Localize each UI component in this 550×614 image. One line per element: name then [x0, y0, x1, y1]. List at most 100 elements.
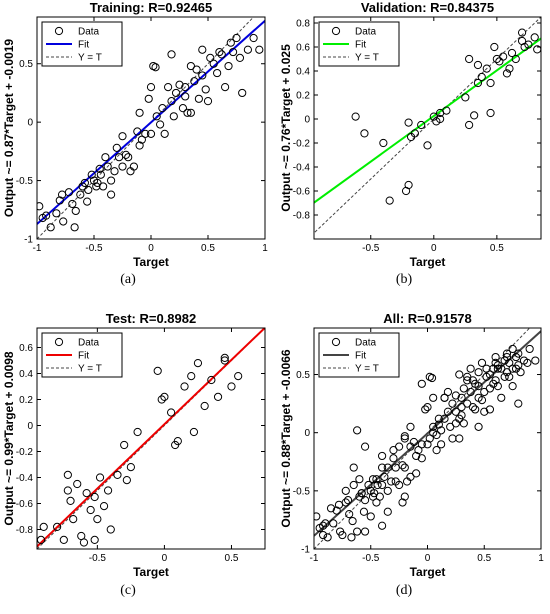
data-point [146, 129, 156, 138]
data-point [101, 153, 110, 162]
y-tick-label: 0.4 [19, 369, 33, 380]
data-point [133, 127, 142, 136]
data-point [379, 138, 388, 148]
data-point [360, 129, 369, 138]
data-point [486, 78, 495, 88]
axes-frame [313, 327, 542, 550]
data-point [107, 190, 116, 199]
data-point [502, 69, 512, 78]
y-tick-label: 0 [27, 421, 33, 432]
identity-line [314, 17, 541, 234]
data-point [228, 47, 238, 57]
data-point [383, 507, 392, 516]
data-point [451, 391, 460, 400]
data-point [318, 530, 328, 540]
data-point [443, 387, 453, 397]
data-point [234, 372, 243, 381]
data-point [207, 375, 216, 385]
data-point [160, 129, 169, 138]
data-point [417, 454, 426, 463]
data-point [368, 475, 378, 484]
legend-data-label: Data [355, 27, 377, 38]
data-point [349, 480, 358, 490]
data-point [429, 422, 438, 431]
data-point [351, 112, 360, 121]
data-point [474, 368, 483, 377]
legend-data-marker [54, 26, 64, 36]
data-point [122, 476, 131, 485]
chart-title: Training: R=0.92465 [90, 0, 212, 15]
data-point [169, 112, 178, 121]
data-point [152, 112, 161, 121]
data-point [141, 129, 150, 138]
data-point [514, 399, 523, 408]
legend-fit-label: Fit [355, 40, 366, 51]
data-point [474, 422, 483, 431]
data-point [486, 108, 495, 118]
data-point [378, 521, 387, 530]
data-point [451, 419, 460, 428]
data-point [175, 80, 184, 89]
x-tick-label: 0.5 [225, 553, 239, 564]
data-point [466, 387, 475, 397]
data-point [423, 440, 432, 449]
legend-fit-label: Fit [78, 351, 89, 362]
x-tick-label: -0.5 [362, 243, 380, 254]
data-point [181, 92, 190, 101]
data-point [490, 42, 499, 52]
data-point [323, 533, 332, 542]
data-point [477, 358, 487, 367]
data-point [470, 111, 479, 120]
data-point [459, 384, 468, 393]
data-point [53, 522, 62, 532]
chart-panel: Training: R=0.92465 Target Output ~= 0.87*… [2, 0, 268, 287]
data-point [70, 223, 79, 232]
data-point [432, 446, 441, 455]
data-point [80, 178, 89, 188]
data-point [406, 422, 415, 431]
data-point [90, 535, 99, 545]
data-point [167, 50, 176, 59]
data-point [224, 61, 233, 71]
y-tick-label: 0.5 [296, 370, 310, 381]
y-tick-label: -0.4 [16, 473, 34, 484]
y-tick-label: -0.8 [293, 211, 311, 222]
data-point [118, 162, 127, 171]
data-point [63, 486, 72, 495]
data-point [326, 504, 336, 513]
legend-identity-label: Y = T [355, 53, 379, 64]
data-point [366, 512, 375, 521]
data-point [499, 52, 508, 61]
data-point [314, 512, 321, 521]
fit-line [314, 37, 541, 204]
data-point [39, 522, 48, 532]
data-point [178, 104, 188, 113]
data-point [201, 85, 210, 94]
identity-line [37, 328, 265, 549]
y-tick-label: -0.8 [16, 525, 34, 536]
data-point [493, 382, 502, 391]
data-point [485, 405, 495, 414]
x-tick-label: 0.5 [490, 243, 504, 254]
x-tick-label: -1 [310, 553, 319, 564]
data-point [383, 463, 392, 472]
data-point [398, 461, 407, 470]
data-point [249, 33, 258, 43]
x-tick-label: 0 [425, 553, 431, 564]
data-point [186, 108, 195, 117]
data-point [209, 59, 218, 68]
data-point [153, 366, 162, 375]
data-point [213, 68, 222, 78]
data-point [473, 78, 483, 88]
axes-frame [313, 16, 542, 240]
x-tick-label: -0.5 [85, 243, 103, 254]
data-point [473, 60, 483, 70]
data-point [347, 533, 356, 542]
data-point [171, 88, 181, 98]
fit-line [37, 19, 265, 225]
data-point [96, 170, 105, 179]
data-point [338, 530, 347, 540]
data-point [465, 54, 474, 64]
y-tick-label: 0 [304, 115, 310, 126]
